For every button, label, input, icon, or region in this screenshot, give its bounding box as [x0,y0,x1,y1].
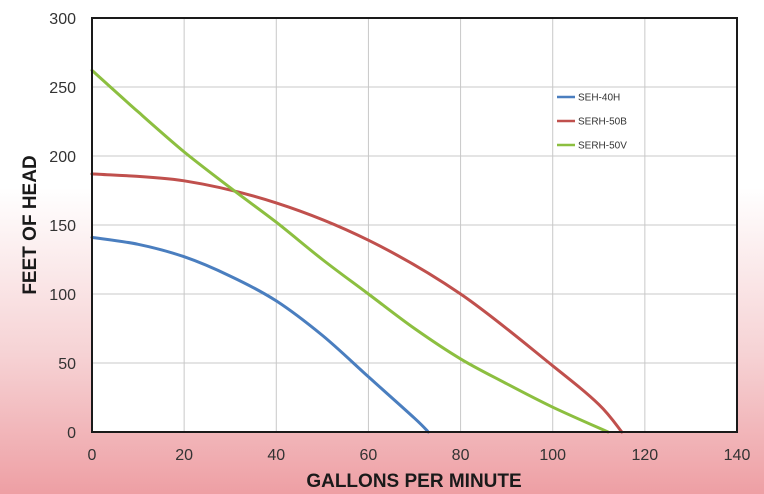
legend-label-seh-40h: SEH-40H [578,93,620,104]
series-line-serh-50v [90,68,610,434]
tick-labels: 0 20 40 60 80 100 120 140 0 50 100 150 200 250 300 [49,11,750,464]
legend: SEH-40H SERH-50B SERH-50V [557,93,627,152]
y-tick-label: 250 [49,80,76,97]
y-axis-title: FEET OF HEAD [20,155,41,294]
y-tick-label: 300 [49,11,76,28]
legend-label-serh-50v: SERH-50V [578,141,627,152]
x-tick-label: 140 [724,447,751,464]
y-tick-label: 200 [49,149,76,166]
x-tick-label: 80 [452,447,470,464]
legend-label-serh-50b: SERH-50B [578,117,627,128]
y-tick-label: 0 [67,425,76,442]
x-tick-label: 60 [360,447,378,464]
x-tick-label: 0 [88,447,97,464]
series-line-seh-40h [90,235,430,434]
series-layer [90,68,624,434]
x-tick-label: 100 [539,447,566,464]
y-tick-label: 100 [49,287,76,304]
x-axis-title: GALLONS PER MINUTE [306,471,521,492]
y-tick-label: 150 [49,218,76,235]
grid [92,18,737,432]
x-tick-label: 20 [175,447,193,464]
x-tick-label: 120 [632,447,659,464]
x-tick-label: 40 [267,447,285,464]
y-tick-label: 50 [58,356,76,373]
series-line-serh-50b [90,172,624,434]
plot-frame [91,17,738,433]
